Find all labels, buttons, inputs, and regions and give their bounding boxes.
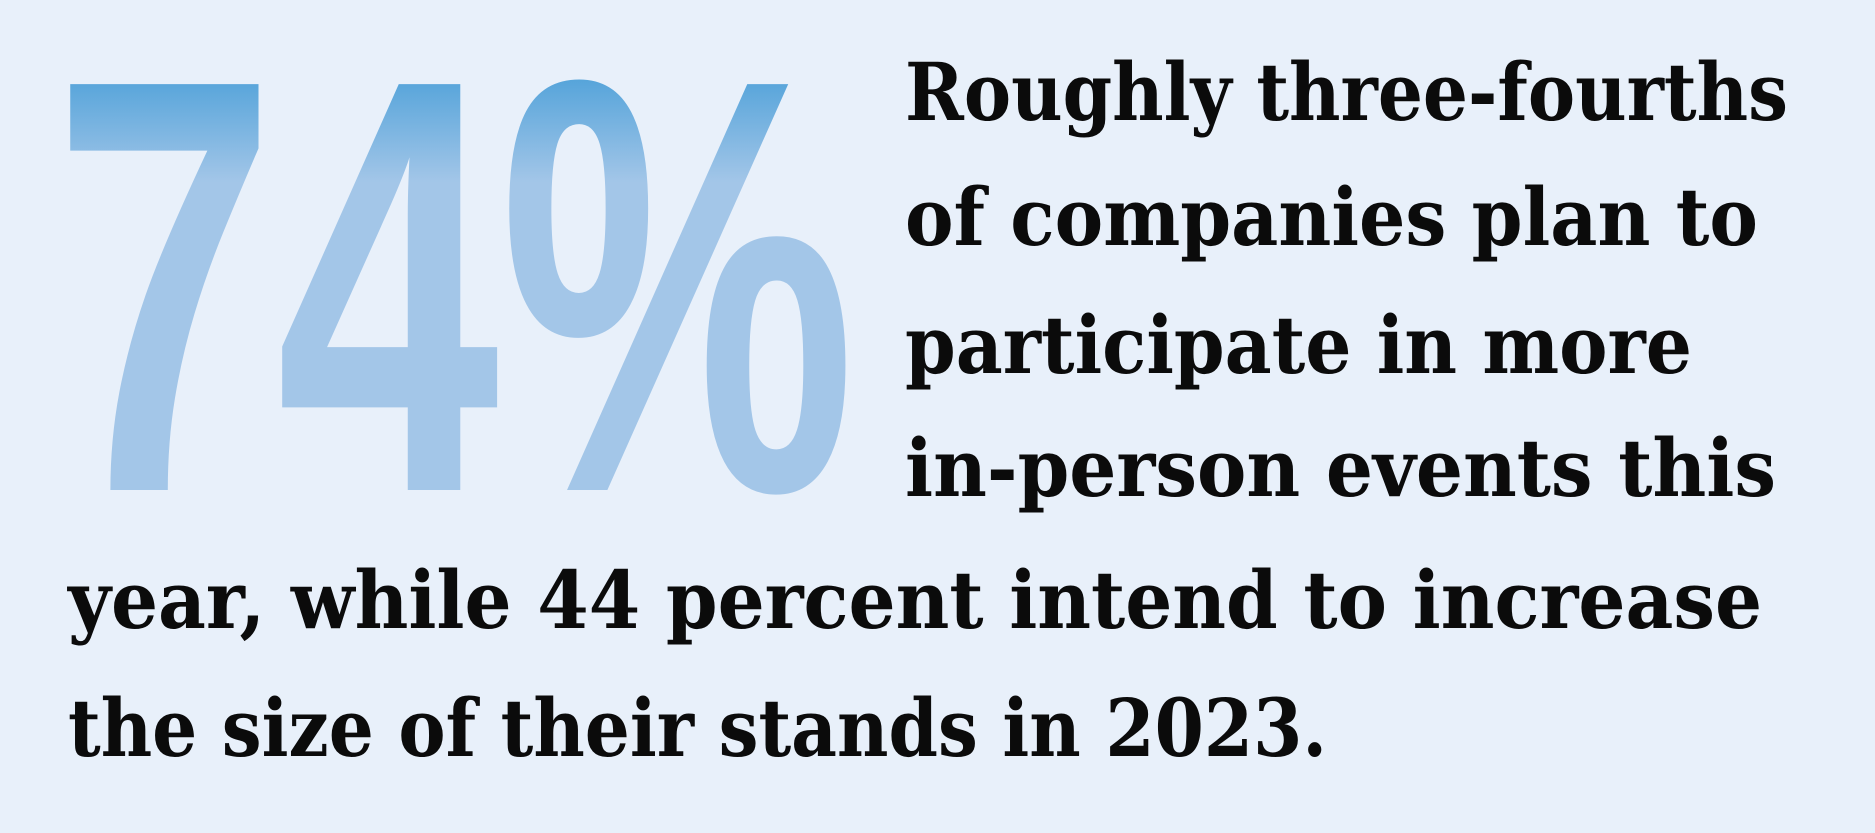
text-line: Roughly three-fourths bbox=[905, 45, 1788, 139]
big-stat: 74% bbox=[53, 0, 856, 616]
text-line: participate in more bbox=[905, 298, 1692, 392]
text-line: of companies plan to bbox=[905, 170, 1758, 264]
text-line: year, while 44 percent intend to increas… bbox=[66, 553, 1762, 647]
text-line: the size of their stands in 2023. bbox=[68, 681, 1327, 775]
text-line: in-person events this bbox=[905, 421, 1776, 515]
